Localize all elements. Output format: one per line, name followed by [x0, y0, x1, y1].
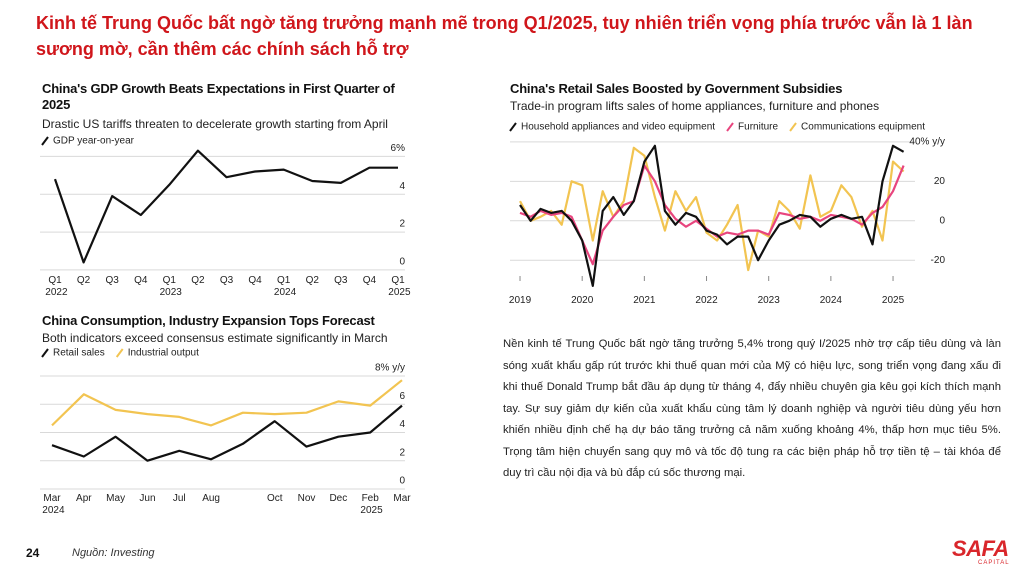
y-tick-label: 4	[399, 419, 405, 430]
x-tick-label: 2019	[509, 295, 532, 306]
series-line	[51, 379, 403, 427]
y-tick-label: 40% y/y	[909, 137, 945, 148]
x-tick-label: 2025	[882, 295, 905, 306]
y-tick-label: -20	[931, 255, 946, 266]
x-tick-label: Dec	[329, 493, 347, 504]
x-tick-label: Q3	[105, 275, 119, 286]
x-tick-label: Q1 2022	[42, 275, 67, 298]
y-tick-label: 0	[939, 215, 945, 226]
x-tick-label: 2024	[820, 295, 843, 306]
legend-swatch	[41, 348, 49, 358]
legend-label: Communications equipment	[801, 122, 925, 133]
legend-swatch	[726, 122, 734, 132]
x-tick-label: Apr	[76, 493, 92, 504]
series-line	[519, 144, 905, 287]
y-tick-label: 2	[399, 447, 405, 458]
chart-subtitle: Trade-in program lifts sales of home app…	[510, 99, 880, 113]
legend-swatch	[509, 122, 517, 132]
y-tick-label: 2	[399, 219, 405, 230]
x-tick-label: 2023	[758, 295, 781, 306]
chart-subtitle: Drastic US tariffs threaten to decelerat…	[42, 117, 388, 131]
x-tick-label: 2020	[571, 295, 594, 306]
legend-label: GDP year-on-year	[53, 136, 135, 147]
x-tick-label: 2021	[633, 295, 656, 306]
legend-label: Household appliances and video equipment	[521, 122, 715, 133]
chart-subtitle: Both indicators exceed consensus estimat…	[42, 331, 388, 345]
legend-swatch	[789, 122, 797, 132]
y-tick-label: 6%	[391, 143, 406, 154]
logo: SAFA	[952, 536, 1009, 561]
y-tick-label: 6	[399, 391, 405, 402]
y-tick-label: 8% y/y	[375, 363, 405, 374]
x-tick-label: May	[106, 493, 125, 504]
x-tick-label: Jun	[139, 493, 155, 504]
x-tick-label: 2022	[695, 295, 718, 306]
logo-subtitle: CAPITAL	[978, 560, 1010, 566]
legend-label: Industrial output	[128, 348, 199, 359]
x-tick-label: Q4	[363, 275, 377, 286]
x-tick-label: Q2	[191, 275, 205, 286]
legend-label: Retail sales	[53, 348, 105, 359]
x-tick-label: Q4	[248, 275, 262, 286]
series-line	[51, 404, 403, 462]
series-line	[53, 149, 398, 264]
legend-label: Furniture	[738, 122, 778, 133]
x-tick-label: Q4	[134, 275, 148, 286]
chart-title: China Consumption, Industry Expansion To…	[42, 313, 375, 328]
x-tick-label: Oct	[267, 493, 283, 504]
body-text: Nền kinh tế Trung Quốc bất ngờ tăng trưở…	[503, 338, 1001, 479]
y-tick-label: 20	[934, 176, 946, 187]
y-tick-label: 0	[399, 476, 405, 487]
x-tick-label: Feb 2025	[358, 493, 383, 516]
page-number: 24	[26, 546, 40, 560]
y-tick-label: 4	[399, 181, 405, 192]
x-tick-label: Mar	[393, 493, 411, 504]
legend-swatch	[41, 136, 49, 146]
x-tick-label: Aug	[202, 493, 220, 504]
x-tick-label: Q1 2025	[385, 275, 410, 298]
x-tick-label: Q2	[77, 275, 91, 286]
x-tick-label: Mar 2024	[39, 493, 64, 516]
source: Nguồn: Investing	[72, 547, 155, 559]
x-tick-label: Q2	[306, 275, 320, 286]
chart-title: China's GDP Growth Beats Expectations in…	[42, 81, 395, 112]
x-tick-label: Q3	[220, 275, 234, 286]
x-tick-label: Nov	[298, 493, 316, 504]
legend-swatch	[115, 348, 124, 358]
series-line	[519, 164, 905, 266]
x-tick-label: Q1 2023	[157, 275, 182, 298]
x-tick-label: Q3	[334, 275, 348, 286]
x-tick-label: Jul	[173, 493, 186, 504]
x-tick-label: Q1 2024	[271, 275, 296, 298]
series-line	[519, 146, 905, 272]
y-tick-label: 0	[399, 257, 405, 268]
slide-title: Kinh tế Trung Quốc bất ngờ tăng trưởng m…	[36, 13, 973, 59]
chart-title: China's Retail Sales Boosted by Governme…	[510, 81, 843, 96]
